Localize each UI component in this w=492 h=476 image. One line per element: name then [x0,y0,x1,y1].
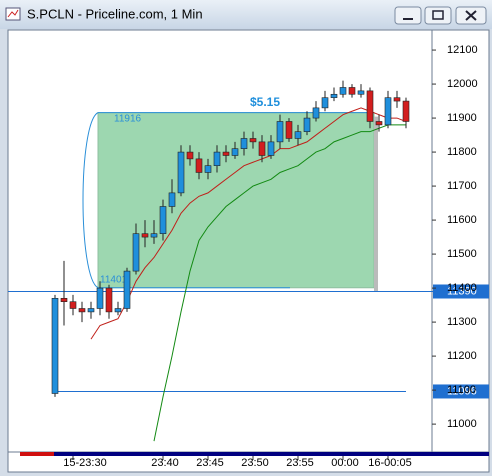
time-scroll-marker [20,452,54,456]
candle-body [186,151,194,160]
candle-body [357,90,365,95]
candle-body [60,297,68,302]
candle-body [249,138,257,143]
y-tick-label: 11300 [447,316,477,328]
range-size-label: $5.15 [250,95,280,109]
candle-body [312,107,320,119]
candle-body [105,287,113,313]
price-highlight-label: 11390 [447,285,477,297]
x-tick-label: 23:55 [286,457,314,469]
range-box [97,112,375,289]
price-highlight [433,284,489,299]
candle-body [285,121,293,139]
candle-body [159,206,167,234]
y-tick-label: 11800 [447,146,477,158]
price-highlight [433,384,489,399]
time-scroll-bar [20,452,489,456]
x-tick-label: 00:00 [331,457,359,469]
y-tick-label: 11100 [447,384,476,396]
candle-body [87,308,95,313]
moving-average-line [153,124,406,442]
candle-body [240,138,248,149]
candle-body [303,117,311,132]
candle-body [132,233,140,272]
candle-body [114,308,122,313]
x-tick-label: 23:45 [196,457,224,469]
x-tick-label: 16-00:05 [368,457,411,469]
x-tick-label: 23:50 [241,457,269,469]
candle-body [339,87,347,95]
candle-body [267,141,275,156]
candle-body [69,301,77,309]
y-tick-label: 11600 [447,214,477,226]
candle-body [78,308,86,313]
y-tick-label: 11000 [447,418,477,430]
range-box-shadow [374,116,378,292]
y-tick-label: 12100 [447,44,478,56]
price-axis [431,29,490,453]
candle-body [204,165,212,173]
candle-body [213,151,221,166]
price-highlight-label: 11096 [447,385,477,397]
x-tick-label: 23:40 [151,457,179,469]
candle-body [402,100,410,122]
range-bottom-label: 11401 [100,274,128,285]
candle-body [258,141,266,156]
candle-body [294,131,302,139]
candle-body [375,121,383,126]
candle-body [96,287,104,309]
candle-body [195,158,203,173]
candle-body [231,148,239,156]
candle-body [366,90,374,122]
range-bracket [82,112,99,289]
candle-body [141,233,149,238]
y-tick-label: 11700 [447,180,477,192]
y-tick-label: 11900 [447,112,477,124]
maximize-glyph [432,10,444,20]
candle-body [222,151,230,156]
candle-body [384,97,392,126]
window-icon-glyph [7,9,19,18]
range-top-label: 11916 [114,113,142,124]
y-tick-label: 11200 [447,350,477,362]
candle-body [348,87,356,95]
candle-body [321,97,329,109]
maximize-button[interactable] [424,6,452,25]
window-icon [5,7,21,21]
candle-body [276,121,284,143]
y-tick-label: 12000 [447,78,478,90]
candle-body [177,151,185,194]
minimize-button[interactable] [394,6,422,25]
candle-body [393,97,401,102]
candle-body [51,297,59,394]
candle-body [150,233,158,238]
candle-body [330,93,338,98]
y-tick-label: 11400 [447,282,477,294]
close-glyph [465,10,477,21]
moving-average-line [90,107,407,340]
y-tick-label: 11500 [447,248,477,260]
candle-body [168,192,176,207]
window-title: S.PCLN - Priceline.com, 1 Min [27,6,203,21]
candle-body [123,270,131,309]
x-tick-label: 15-23:30 [63,457,106,469]
